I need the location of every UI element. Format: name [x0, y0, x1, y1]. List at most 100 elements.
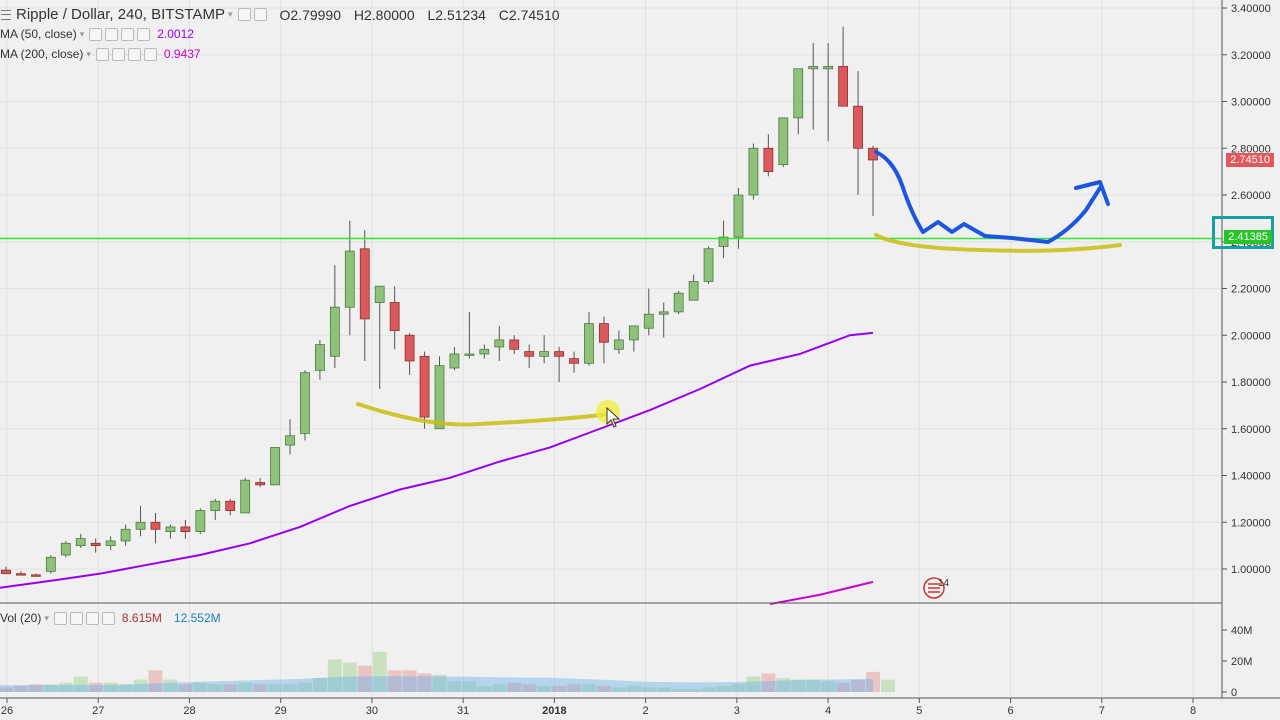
eye-icon[interactable] [53, 611, 67, 625]
candle-body [135, 521, 146, 530]
time-tick-label: 31 [457, 705, 469, 717]
last-price-label: 2.74510 [1226, 153, 1274, 167]
event-flag-icon[interactable] [923, 577, 945, 599]
candle-body [584, 323, 594, 364]
volume-bar [223, 684, 238, 692]
chevron-down-icon[interactable]: ▾ [86, 48, 91, 59]
close-icon[interactable] [137, 27, 151, 41]
time-tick-label: 2018 [542, 705, 566, 717]
eye-icon[interactable] [237, 8, 251, 21]
volume-bar [88, 682, 103, 692]
time-tick-label: 6 [1007, 705, 1013, 717]
time-tick-label: 3 [734, 705, 740, 717]
add-icon[interactable] [85, 611, 99, 625]
close-icon[interactable] [143, 47, 157, 61]
candle-body [374, 285, 385, 303]
candle-body [643, 313, 654, 329]
volume-bar [432, 674, 447, 692]
candle-body [329, 306, 340, 357]
price-tick-label: 2.00000 [1231, 330, 1271, 342]
drawings[interactable] [356, 150, 1122, 428]
candle-body [315, 344, 325, 371]
candle-body [748, 147, 759, 196]
time-tick-label: 4 [825, 705, 831, 717]
candle-body [808, 66, 819, 70]
settings-icon[interactable] [69, 611, 83, 625]
volume-bar [836, 682, 851, 692]
volume-bar [372, 651, 387, 692]
settings-icon[interactable] [111, 47, 125, 61]
settings-icon[interactable] [105, 27, 119, 41]
volume-bar [522, 684, 537, 692]
price-axis[interactable]: 3.400003.200003.000002.800002.600002.400… [1221, 0, 1271, 698]
candle-body [359, 248, 370, 320]
ma50-line [0, 331, 874, 589]
candle-body [344, 250, 355, 308]
candle-body [613, 339, 624, 350]
volume-bar [567, 684, 582, 692]
volume-bar [851, 679, 866, 692]
candle-body [90, 542, 101, 547]
volume-bar [492, 684, 507, 692]
candle-body [210, 500, 221, 511]
price-tick-label: 2.80000 [1231, 143, 1271, 155]
volume-bar [776, 678, 791, 692]
candle-body [718, 236, 729, 247]
volume-bar [327, 659, 342, 692]
candle-body [853, 105, 863, 149]
volume-bar [0, 687, 13, 692]
candle-body [180, 526, 191, 532]
time-tick-label: 7 [1099, 705, 1105, 717]
candle-body [628, 325, 639, 341]
candle-body [703, 248, 714, 282]
volume-bar [596, 685, 611, 692]
price-tick-label: 1.80000 [1231, 377, 1271, 389]
volume-bar [283, 684, 298, 692]
volume-bar [716, 685, 731, 692]
candlestick-series [1, 26, 878, 577]
time-tick-label: 8 [1190, 705, 1196, 717]
candle-body [479, 348, 490, 355]
menu-icon[interactable] [1, 9, 11, 20]
volume-bar [806, 679, 821, 692]
eye-icon[interactable] [95, 47, 109, 61]
candle-body [45, 556, 56, 572]
chevron-down-icon[interactable]: ▾ [227, 9, 233, 19]
candle-body [733, 194, 744, 238]
candle-body [120, 528, 131, 542]
level-price-label: 2.41385 [1224, 230, 1272, 244]
time-tick-label: 28 [183, 705, 195, 717]
candle-body [150, 521, 161, 530]
level-price-box[interactable] [1212, 216, 1274, 249]
volume-bar [701, 687, 716, 692]
volume-bar [611, 687, 626, 692]
add-icon[interactable] [127, 47, 141, 61]
chevron-down-icon[interactable]: ▾ [44, 612, 49, 623]
ma50-value: 2.0012 [157, 27, 194, 41]
candle-body [404, 334, 415, 362]
close-icon[interactable] [101, 611, 115, 625]
add-icon[interactable] [121, 27, 135, 41]
chevron-down-icon[interactable]: ▾ [79, 28, 85, 39]
price-tick-label: 1.00000 [1231, 564, 1271, 576]
volume-bar [28, 684, 43, 692]
volume-bar [821, 681, 836, 692]
price-tick-label: 1.60000 [1231, 424, 1271, 436]
volume-bar [671, 688, 686, 692]
candle-body [554, 351, 564, 357]
volume-tick-label: 40M [1231, 625, 1252, 637]
time-axis[interactable]: 26 27 28 29 30 31 2018 2 3 4 5 6 7 8 [0, 697, 1280, 717]
volume-bar [13, 685, 28, 692]
settings-icon[interactable] [253, 8, 267, 21]
volume-bar [417, 673, 432, 692]
price-tick-label: 1.20000 [1231, 517, 1271, 529]
volume-bar [507, 682, 522, 692]
volume-bar [791, 679, 806, 692]
volume-bar [163, 679, 178, 692]
price-tick-label: 3.00000 [1231, 97, 1271, 109]
volume-bar [641, 687, 656, 692]
eye-icon[interactable] [89, 27, 103, 41]
price-tick-label: 2.60000 [1231, 190, 1271, 202]
volume-ma-value: 12.552M [173, 611, 221, 625]
